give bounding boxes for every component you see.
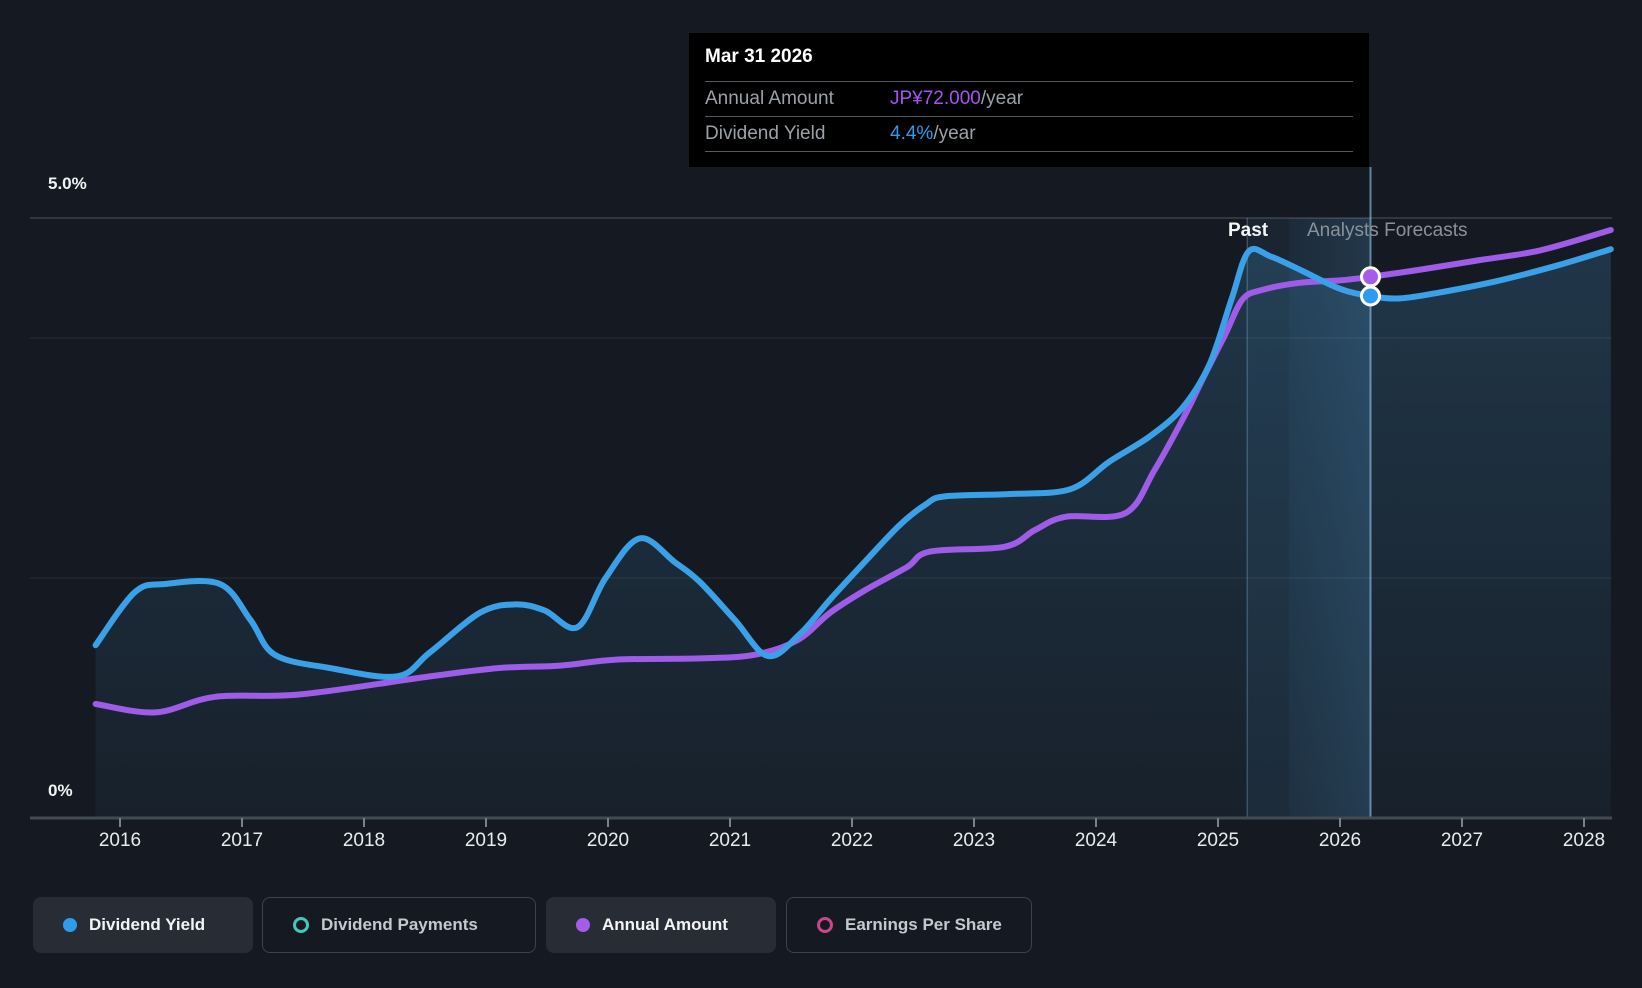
chart-legend: Dividend Yield Dividend Payments Annual Am… xyxy=(0,897,1642,953)
legend-ring-icon xyxy=(293,917,309,933)
annual-amount-line xyxy=(92,227,1614,716)
x-axis-year-label: 2022 xyxy=(831,830,873,851)
legend-chip-label: Dividend Yield xyxy=(89,915,206,934)
x-axis-year-label: 2028 xyxy=(1563,830,1605,851)
highlight-band-bright xyxy=(1288,218,1371,818)
x-axis-year-label: 2017 xyxy=(221,830,263,851)
past-region-label: Past xyxy=(1228,220,1269,241)
legend-chip-label: Annual Amount xyxy=(602,915,728,934)
tooltip-row-value-suffix: /year xyxy=(980,88,1024,109)
forecast-region-label: Analysts Forecasts xyxy=(1307,220,1468,241)
legend-chip-earnings-per-share[interactable]: Earnings Per Share xyxy=(786,897,1032,953)
y-axis-max-label: 5.0% xyxy=(48,174,87,193)
x-axis-year-label: 2024 xyxy=(1075,830,1118,851)
highlight-band xyxy=(1247,218,1289,818)
cursor-marker-annual-amount xyxy=(1360,266,1381,288)
legend-dot-icon xyxy=(63,918,77,932)
x-axis-year-label: 2026 xyxy=(1319,830,1361,851)
dividend-yield-area xyxy=(95,248,1611,819)
legend-chip-dividend-payments[interactable]: Dividend Payments xyxy=(262,897,536,953)
dividend-yield-line xyxy=(92,245,1614,680)
legend-dot-icon xyxy=(576,918,590,932)
tooltip-row-label: Annual Amount xyxy=(705,88,834,109)
legend-chip-label: Earnings Per Share xyxy=(845,915,1002,934)
x-axis-year-label: 2016 xyxy=(99,830,141,851)
x-axis-year-label: 2019 xyxy=(465,830,507,851)
x-axis-year-label: 2018 xyxy=(343,830,385,851)
cursor-marker-dividend-yield xyxy=(1360,285,1381,307)
tooltip-date: Mar 31 2026 xyxy=(705,33,1353,82)
tooltip-row: Annual Amount JP¥72.000/year xyxy=(705,82,1353,117)
y-axis-min-label: 0% xyxy=(48,781,73,800)
legend-chip-label: Dividend Payments xyxy=(321,915,478,934)
x-axis-year-label: 2023 xyxy=(953,830,995,851)
tooltip-row: Dividend Yield 4.4%/year xyxy=(705,117,1353,152)
tooltip-row-value: JP¥72.000 xyxy=(890,88,981,109)
chart-tooltip: Mar 31 2026 Annual Amount JP¥72.000/year D… xyxy=(689,33,1369,167)
tooltip-row-label: Dividend Yield xyxy=(705,123,826,144)
legend-ring-icon xyxy=(817,917,833,933)
legend-chip-dividend-yield[interactable]: Dividend Yield xyxy=(33,897,253,953)
tooltip-row-value-suffix: /year xyxy=(933,123,976,144)
x-axis-year-label: 2027 xyxy=(1441,830,1483,851)
x-axis-year-label: 2020 xyxy=(587,830,629,851)
tooltip-row-value: 4.4% xyxy=(890,123,934,144)
x-axis-year-label: 2021 xyxy=(709,830,751,851)
x-axis-year-label: 2025 xyxy=(1197,830,1239,851)
legend-chip-annual-amount[interactable]: Annual Amount xyxy=(546,897,776,953)
